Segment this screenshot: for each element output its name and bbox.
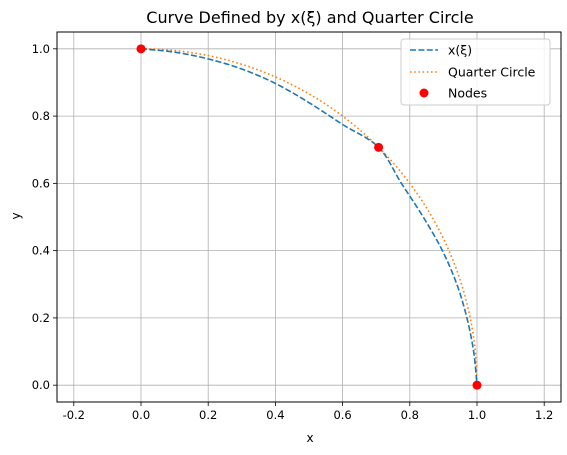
x-tick-label: 0.6 xyxy=(333,408,351,422)
legend-label-x-xi: x(ξ) xyxy=(448,43,472,58)
node-point xyxy=(374,142,384,152)
x-tick-label: 0.2 xyxy=(199,408,217,422)
x-tick-label: 1.0 xyxy=(468,408,486,422)
chart-title: Curve Defined by x(ξ) and Quarter Circle xyxy=(146,8,473,27)
y-ticks: 0.0 0.2 0.4 0.6 0.8 1.0 xyxy=(32,42,57,392)
x-ticks: -0.2 0.0 0.2 0.4 0.6 0.8 1.0 1.2 xyxy=(63,402,553,422)
y-axis-label: y xyxy=(9,212,23,219)
y-tick-label: 0.6 xyxy=(32,176,50,190)
legend-box xyxy=(400,38,551,106)
series-layer xyxy=(136,44,482,390)
x-axis-label: x xyxy=(306,431,313,445)
y-tick-label: 0.4 xyxy=(32,244,50,258)
legend-label-nodes: Nodes xyxy=(448,86,487,101)
y-tick-label: 0.8 xyxy=(32,109,50,123)
legend: x(ξ) Quarter Circle Nodes xyxy=(400,38,551,106)
x-tick-label: -0.2 xyxy=(63,408,85,422)
x-tick-label: 1.2 xyxy=(535,408,553,422)
y-tick-label: 0.2 xyxy=(32,311,50,325)
y-tick-label: 0.0 xyxy=(32,378,50,392)
x-tick-label: 0.8 xyxy=(401,408,419,422)
legend-swatch-nodes xyxy=(419,88,429,98)
y-tick-label: 1.0 xyxy=(32,42,50,56)
plot-frame xyxy=(56,31,562,403)
x-tick-label: 0.4 xyxy=(266,408,284,422)
node-point xyxy=(472,380,482,390)
node-point xyxy=(136,44,146,54)
legend-label-quarter-circle: Quarter Circle xyxy=(448,65,536,80)
x-tick-label: 0.0 xyxy=(132,408,150,422)
